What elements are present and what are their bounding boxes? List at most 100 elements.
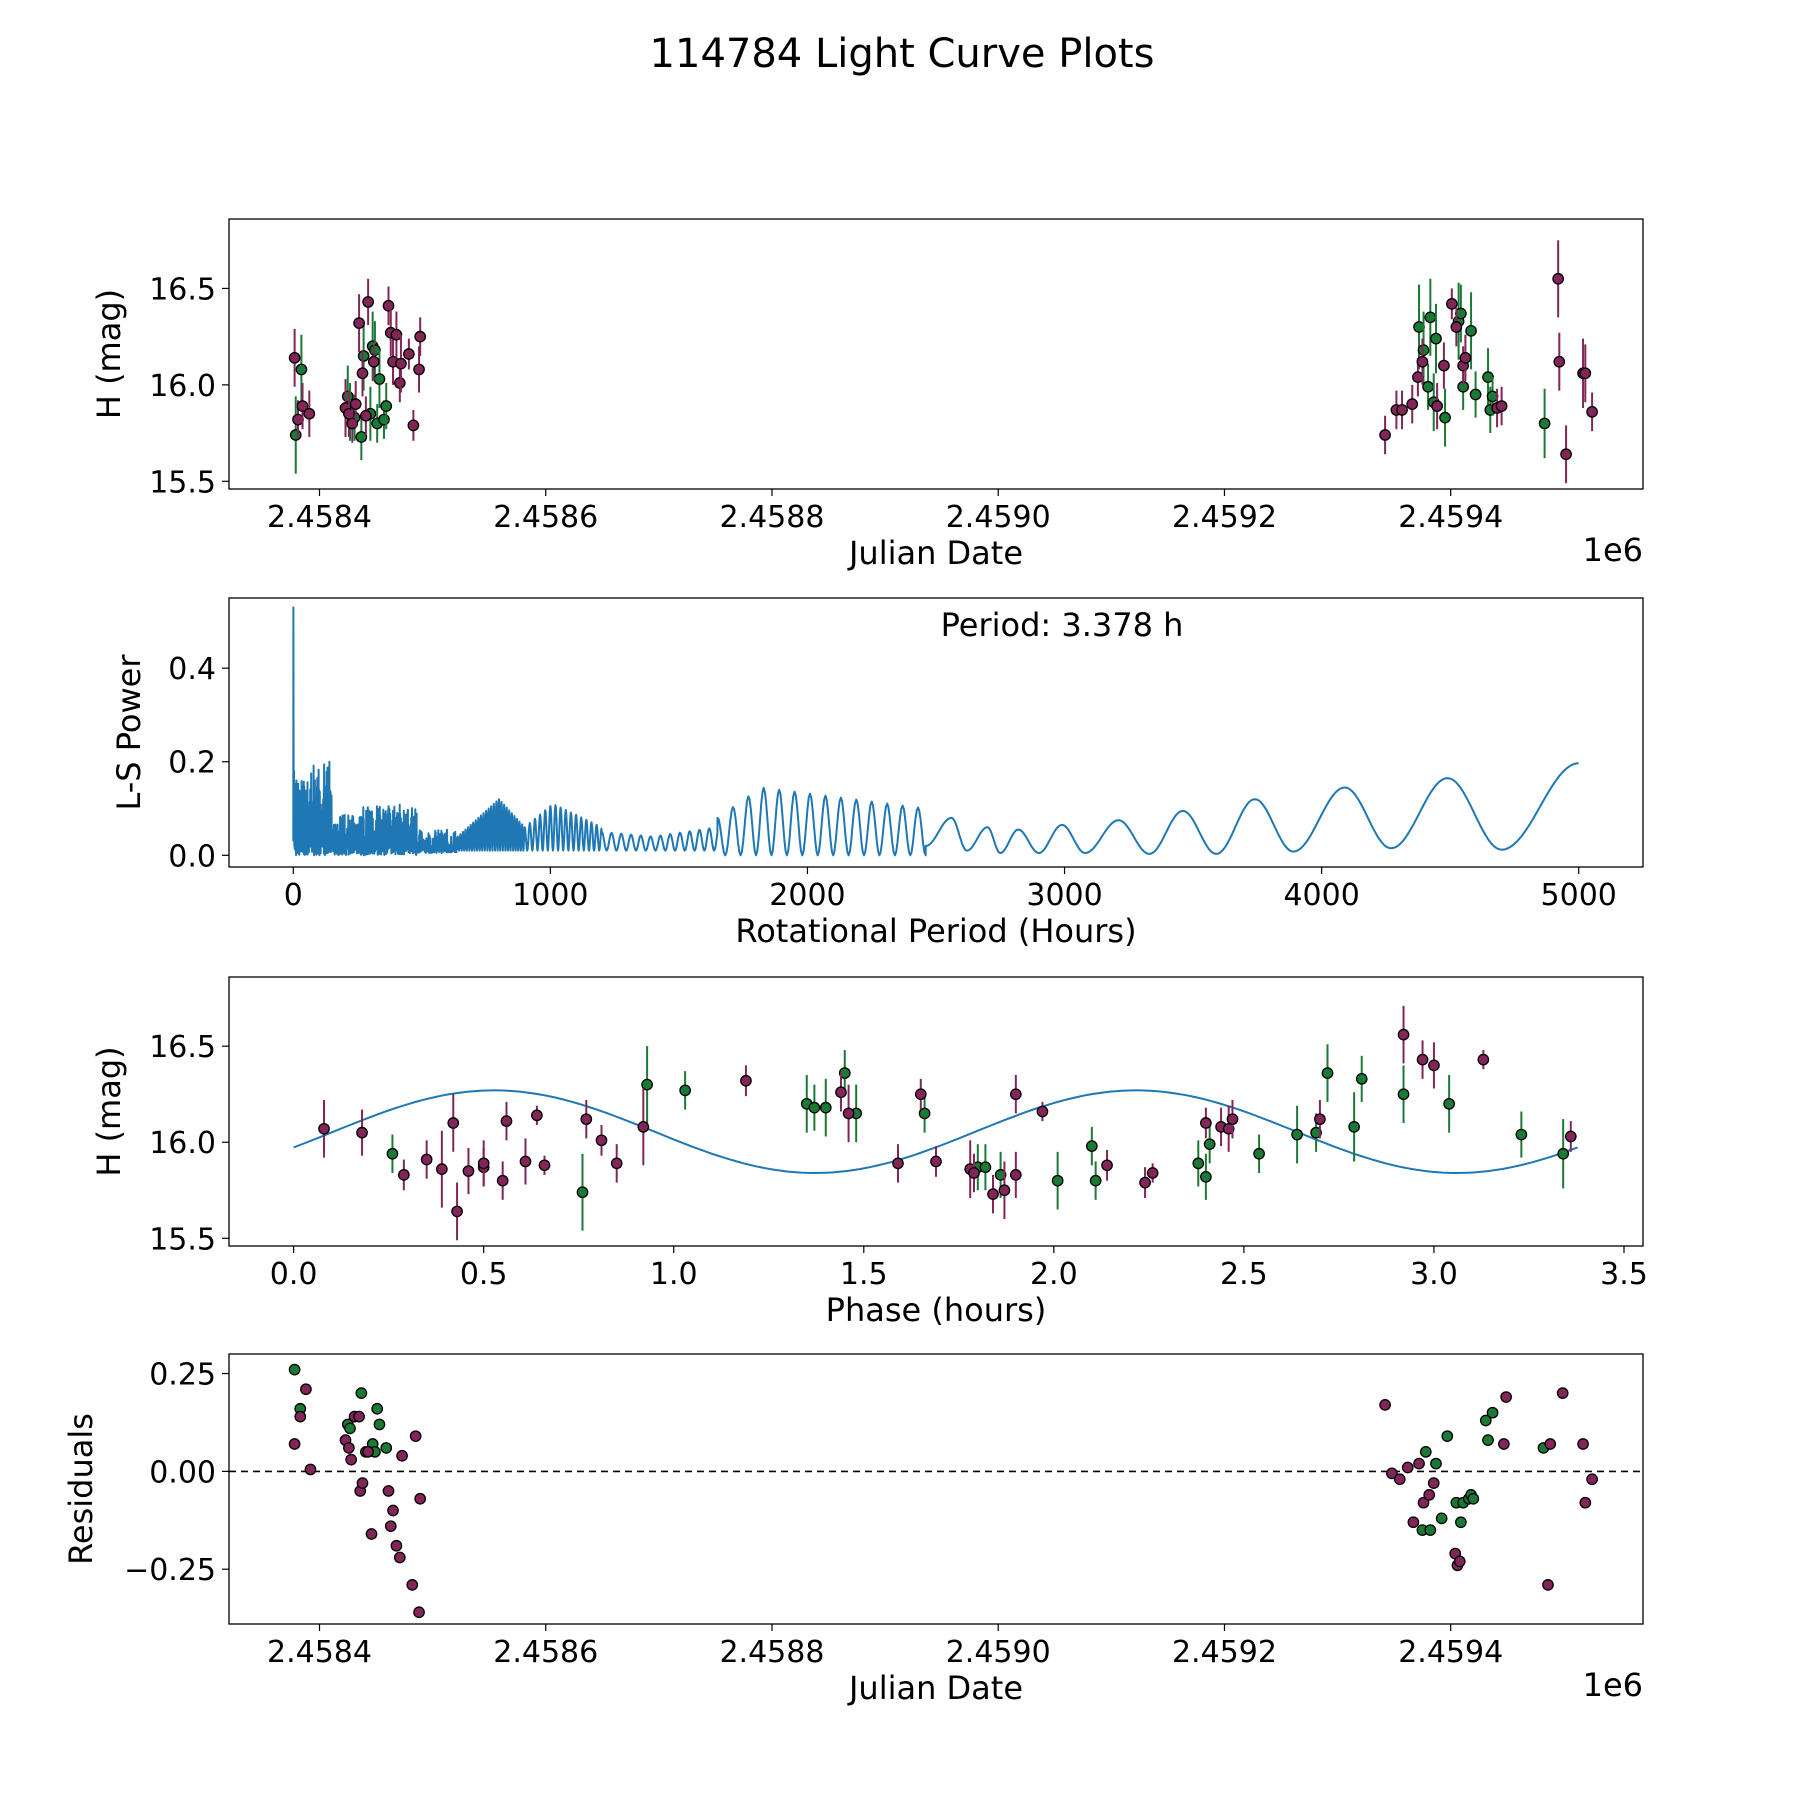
phased-point [1036,1105,1049,1118]
residuals-point [414,1492,427,1505]
periodogram-y-tick-label: 0.2 [168,746,216,781]
residuals-point [387,1504,399,1517]
residuals-point [390,1539,403,1552]
residuals-y-tick-label: 0.25 [149,1358,216,1393]
periodogram-y-tick-label: 0.4 [168,652,216,687]
phased-point [1416,1053,1429,1066]
phased-point [451,1205,463,1218]
phased-y-axis-label: H (mag) [90,1046,128,1176]
phased-point [740,1074,752,1087]
periodogram-x-tick-label: 0 [284,878,303,913]
period-annotation: Period: 3.378 h [941,606,1184,644]
phased-point [1253,1147,1265,1160]
lightcurve-point [349,398,362,410]
lightcurve-point [362,296,374,308]
lightcurve-x-offset-label: 1e6 [1583,531,1643,569]
residuals-point [1498,1438,1510,1450]
phased-point [1146,1167,1159,1179]
residuals-point [1401,1461,1414,1474]
phased-axes-frame [228,976,1644,1247]
lightcurve-point [1560,448,1572,461]
panels: 2.4584 2.4586 2.4588 2.4590 2.4592 2.4594 15.5… [62,218,1648,1707]
residuals-point [382,1485,395,1497]
phased-x-tick-label: 0.0 [270,1257,318,1292]
lightcurve-point [1553,355,1566,368]
residuals-point [1542,1579,1554,1591]
periodogram-x-tick-label: 1000 [512,878,588,913]
periodogram-x-tick-label: 3000 [1026,878,1102,913]
residuals-point [1413,1457,1425,1470]
lightcurve-y-tick-label: 15.5 [149,465,216,500]
residuals-point [355,1387,368,1399]
residuals-x-tick-label: 2.4588 [719,1635,824,1670]
residuals-point [409,1430,422,1443]
phased-point [1355,1072,1368,1085]
residuals-point [1386,1467,1398,1480]
phased-point [838,1067,851,1079]
periodogram-y-axis-label: L-S Power [110,654,148,811]
residuals-point [1417,1496,1430,1509]
phased-point [1291,1128,1303,1141]
phased-point [318,1122,330,1135]
periodogram-axes-frame [228,597,1644,868]
phased-y-tick-label: 16.0 [149,1126,216,1161]
residuals-point [1379,1399,1391,1411]
residuals-point [353,1410,365,1423]
phased-point [641,1078,653,1091]
lightcurve-point [1430,332,1442,345]
phased-point [519,1155,532,1168]
phased-point [1477,1053,1490,1066]
residuals-point [1579,1496,1592,1509]
lightcurve-point [373,373,386,385]
phased-point [531,1109,543,1122]
phased-x-tick-label: 3.0 [1410,1257,1458,1292]
lightcurve-point [1396,404,1408,416]
residuals-point [380,1442,393,1454]
lightcurve-y-axis-label: H (mag) [90,289,128,419]
residuals-point [406,1579,419,1591]
residuals-point [1441,1430,1454,1443]
residuals-plot-area [229,1363,1643,1619]
residuals-x-axis-label: Julian Date [847,1669,1023,1707]
lightcurve-point [1424,311,1437,324]
residuals-point [413,1606,425,1619]
residuals-y-axis-label: Residuals [62,1413,100,1565]
phased-point [1515,1128,1528,1141]
phased-panel: 0.0 0.5 1.0 1.5 2.0 2.5 3.0 3.5 15.5 16.0 16.5 Phas… [90,976,1648,1329]
lightcurve-point [289,429,302,441]
lightcurve-x-tick-label: 2.4594 [1398,500,1503,535]
phased-point [835,1086,847,1099]
phased-point [1203,1138,1216,1151]
phased-point [930,1155,942,1168]
residuals-point [1453,1555,1466,1568]
residuals-point [1424,1524,1437,1536]
lightcurve-y-tick-label: 16.5 [149,272,216,307]
residuals-point [1544,1438,1557,1450]
phased-point [819,1101,832,1114]
lightcurve-point [1495,400,1508,412]
phased-point [842,1107,855,1120]
phased-point [420,1153,433,1166]
phased-point [386,1147,399,1160]
phased-point [595,1134,608,1147]
periodogram-panel: Period: 3.378 h 0 1000 2000 3000 4000 5000 0.0 0… [110,597,1644,950]
residuals-point [304,1463,317,1476]
phased-point [538,1159,551,1172]
residuals-point [1586,1473,1598,1486]
phased-point [1310,1126,1322,1139]
lightcurve-point [382,299,395,312]
residuals-y-tick-label: 0.00 [149,1455,216,1490]
residuals-point [362,1445,374,1458]
lightcurve-point [1422,380,1434,393]
lightcurve-x-tick-label: 2.4586 [493,500,598,535]
phased-x-tick-label: 1.0 [650,1257,698,1292]
residuals-point [1479,1414,1492,1427]
phased-point [1557,1147,1570,1160]
phased-point [1200,1117,1212,1129]
phased-y-tick-label: 16.5 [149,1030,216,1065]
periodogram-x-tick-label: 4000 [1283,878,1359,913]
phased-point [462,1165,475,1177]
lightcurve-point [1439,411,1451,424]
residuals-point [1556,1387,1569,1399]
phased-point [477,1157,490,1170]
